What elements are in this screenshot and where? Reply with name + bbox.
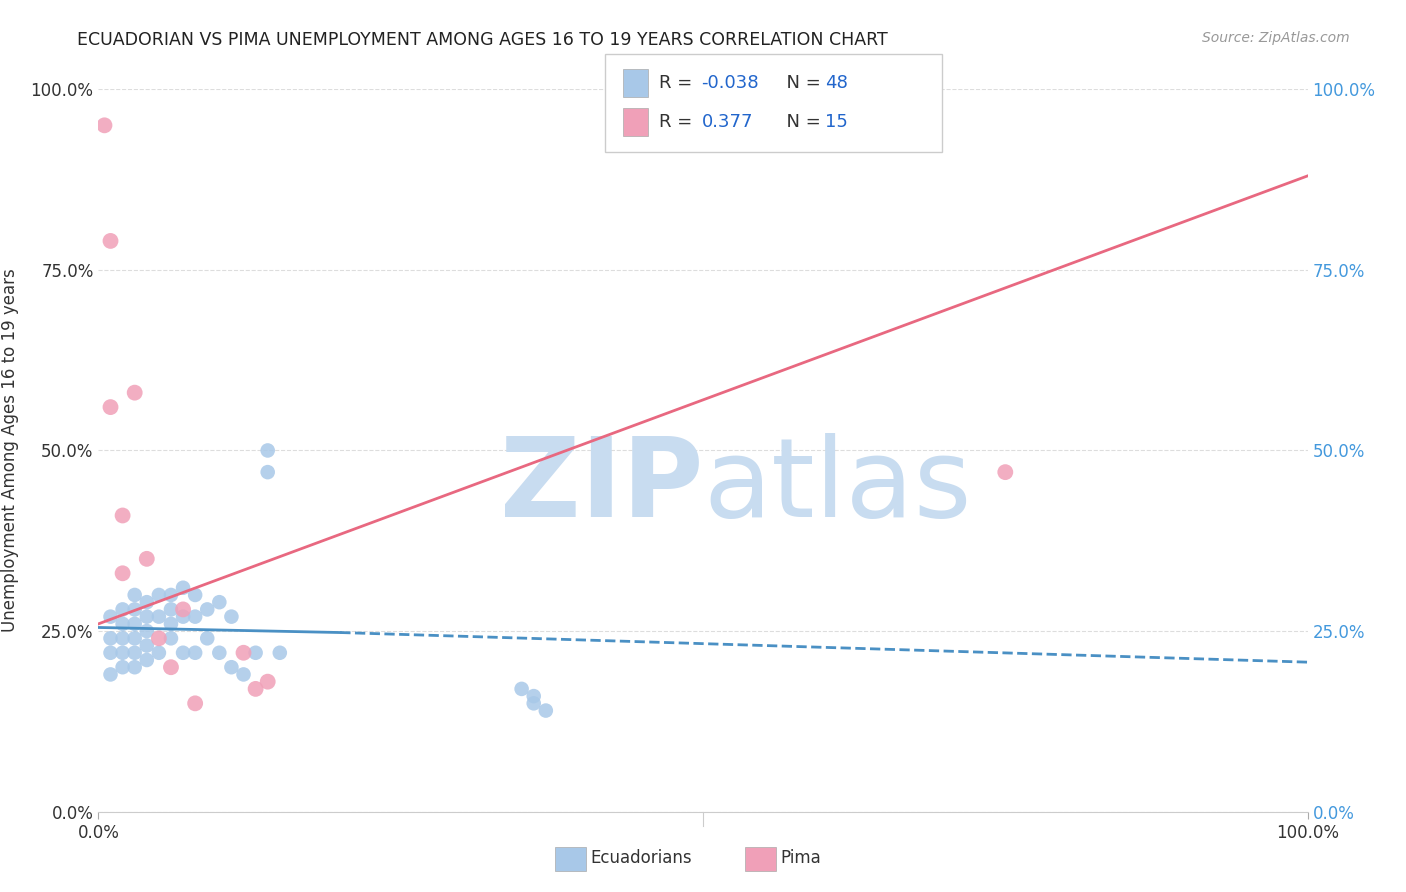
- Point: [256, 674, 278, 689]
- Point: [124, 385, 146, 400]
- Text: Ecuadorians: Ecuadorians: [591, 849, 692, 867]
- Point: [221, 660, 243, 674]
- Point: [160, 660, 183, 674]
- Point: [232, 667, 254, 681]
- Point: [172, 646, 194, 660]
- Text: R =: R =: [659, 74, 699, 92]
- Point: [208, 646, 231, 660]
- Point: [160, 588, 183, 602]
- Point: [93, 119, 115, 133]
- Text: ZIP: ZIP: [499, 434, 703, 540]
- Point: [172, 581, 194, 595]
- Text: N =: N =: [775, 74, 827, 92]
- Point: [111, 632, 134, 646]
- Point: [221, 609, 243, 624]
- Point: [184, 588, 207, 602]
- Point: [148, 646, 170, 660]
- Point: [135, 624, 157, 639]
- Point: [256, 465, 278, 479]
- Text: -0.038: -0.038: [702, 74, 759, 92]
- Text: ECUADORIAN VS PIMA UNEMPLOYMENT AMONG AGES 16 TO 19 YEARS CORRELATION CHART: ECUADORIAN VS PIMA UNEMPLOYMENT AMONG AG…: [77, 31, 889, 49]
- Point: [184, 696, 207, 710]
- Point: [135, 639, 157, 653]
- Point: [111, 616, 134, 631]
- Point: [100, 667, 122, 681]
- Text: 15: 15: [825, 113, 848, 131]
- Point: [124, 602, 146, 616]
- Y-axis label: Unemployment Among Ages 16 to 19 years: Unemployment Among Ages 16 to 19 years: [1, 268, 20, 632]
- Point: [195, 602, 218, 616]
- Point: [184, 609, 207, 624]
- Point: [135, 653, 157, 667]
- Point: [111, 646, 134, 660]
- Point: [124, 616, 146, 631]
- Point: [111, 660, 134, 674]
- Point: [148, 632, 170, 646]
- Point: [256, 443, 278, 458]
- Point: [534, 704, 557, 718]
- Point: [160, 616, 183, 631]
- Point: [124, 646, 146, 660]
- Point: [111, 602, 134, 616]
- Text: N =: N =: [775, 113, 827, 131]
- Point: [135, 551, 157, 566]
- Point: [160, 602, 183, 616]
- Point: [124, 660, 146, 674]
- Point: [208, 595, 231, 609]
- Point: [232, 646, 254, 660]
- Point: [135, 609, 157, 624]
- Point: [994, 465, 1017, 479]
- Point: [100, 400, 122, 414]
- Point: [124, 588, 146, 602]
- Point: [111, 566, 134, 581]
- Point: [135, 595, 157, 609]
- Text: atlas: atlas: [703, 434, 972, 540]
- Point: [111, 508, 134, 523]
- Point: [100, 234, 122, 248]
- Point: [148, 588, 170, 602]
- Point: [523, 689, 546, 703]
- Point: [269, 646, 291, 660]
- Point: [160, 632, 183, 646]
- Point: [124, 632, 146, 646]
- Text: Source: ZipAtlas.com: Source: ZipAtlas.com: [1202, 31, 1350, 45]
- Point: [245, 681, 267, 696]
- Text: 0.377: 0.377: [702, 113, 754, 131]
- Point: [148, 609, 170, 624]
- Point: [523, 696, 546, 710]
- Point: [184, 646, 207, 660]
- Point: [100, 646, 122, 660]
- Point: [195, 632, 218, 646]
- Point: [172, 602, 194, 616]
- Point: [172, 609, 194, 624]
- Point: [100, 609, 122, 624]
- Point: [245, 646, 267, 660]
- Text: 48: 48: [825, 74, 848, 92]
- Text: R =: R =: [659, 113, 699, 131]
- Point: [100, 632, 122, 646]
- Point: [510, 681, 533, 696]
- Text: Pima: Pima: [780, 849, 821, 867]
